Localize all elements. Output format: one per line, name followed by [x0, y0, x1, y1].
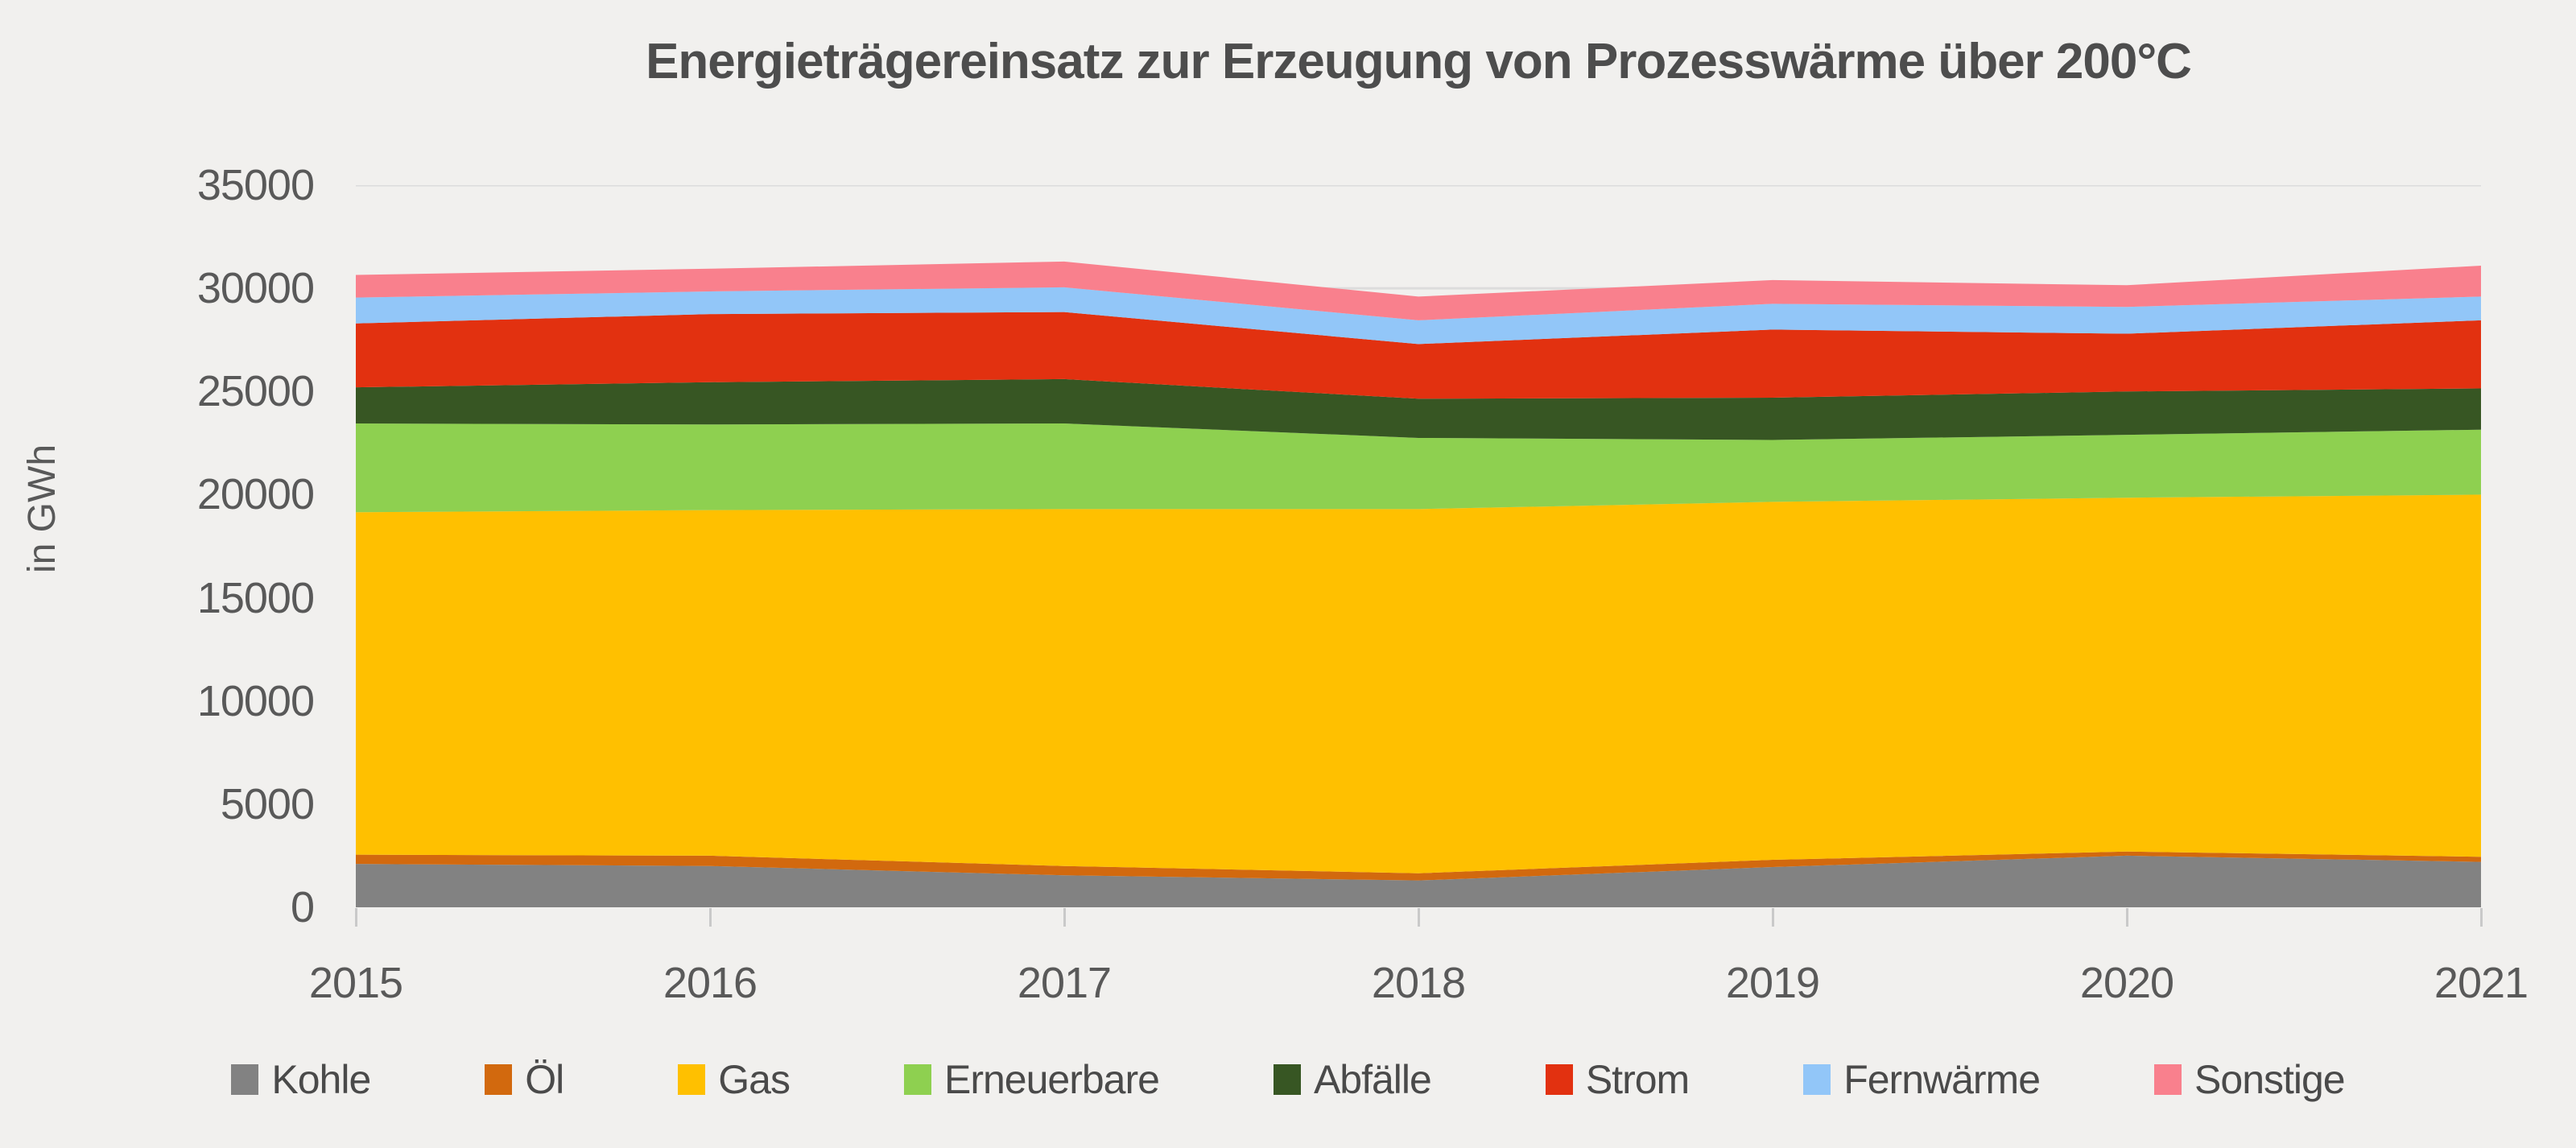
legend-label-kohle: Kohle	[271, 1057, 371, 1102]
y-tick-label-10000: 10000	[196, 676, 315, 725]
legend-swatch-öl	[485, 1064, 513, 1095]
legend-label-öl: Öl	[525, 1057, 564, 1102]
area-band-öl	[356, 851, 2481, 881]
x-tick-mark-2018	[1418, 908, 1420, 927]
area-band-sonstige	[356, 261, 2481, 320]
legend-item-erneuerbare: Erneuerbare	[903, 1057, 1160, 1102]
legend-swatch-sonstige	[2154, 1064, 2182, 1095]
x-tick-mark-2016	[709, 908, 712, 927]
y-tick-label-20000: 20000	[196, 470, 315, 519]
y-tick-label-15000: 15000	[196, 573, 315, 622]
area-band-abfälle	[356, 378, 2481, 440]
x-tick-mark-2015	[355, 908, 357, 927]
legend-label-strom: Strom	[1585, 1057, 1690, 1102]
legend-swatch-fernwärme	[1803, 1064, 1831, 1095]
x-tick-mark-2017	[1063, 908, 1066, 927]
legend-item-strom: Strom	[1545, 1057, 1690, 1102]
legend-item-gas: Gas	[678, 1057, 791, 1102]
y-tick-label-5000: 5000	[220, 779, 315, 828]
x-tick-label-2016: 2016	[663, 959, 758, 1007]
legend-label-erneuerbare: Erneuerbare	[943, 1057, 1160, 1102]
area-band-kohle	[356, 855, 2481, 907]
y-tick-label-0: 0	[290, 883, 315, 931]
y-axis-title: in GWh	[21, 444, 64, 574]
x-tick-label-2015: 2015	[308, 959, 403, 1007]
y-tick-label-30000: 30000	[196, 264, 315, 313]
area-band-erneuerbare	[356, 423, 2481, 513]
area-band-strom	[356, 312, 2481, 399]
x-tick-mark-2020	[2126, 908, 2128, 927]
legend-swatch-abfälle	[1273, 1064, 1301, 1095]
legend-label-abfälle: Abfälle	[1313, 1057, 1432, 1102]
legend-swatch-gas	[678, 1064, 706, 1095]
y-tick-label-35000: 35000	[196, 161, 315, 209]
chart-title: Energieträgereinsatz zur Erzeugung von P…	[646, 34, 2192, 89]
legend-label-fernwärme: Fernwärme	[1843, 1057, 2041, 1102]
legend-item-abfälle: Abfälle	[1273, 1057, 1432, 1102]
x-tick-label-2021: 2021	[2434, 959, 2529, 1007]
x-tick-label-2020: 2020	[2079, 959, 2174, 1007]
legend-item-kohle: Kohle	[231, 1057, 371, 1102]
x-tick-mark-2019	[1772, 908, 1774, 927]
y-tick-label-25000: 25000	[196, 367, 315, 416]
x-tick-mark-2021	[2480, 908, 2483, 927]
legend-item-sonstige: Sonstige	[2154, 1057, 2346, 1102]
chart-legend: Kohle Öl Gas Erneuerbare Abfälle Strom Fernwär…	[0, 1057, 2576, 1102]
x-tick-label-2019: 2019	[1725, 959, 1820, 1007]
stacked-area-plot	[356, 185, 2481, 907]
area-band-gas	[356, 494, 2481, 873]
legend-item-fernwärme: Fernwärme	[1803, 1057, 2041, 1102]
x-tick-label-2017: 2017	[1017, 959, 1112, 1007]
legend-swatch-strom	[1545, 1064, 1573, 1095]
x-tick-label-2018: 2018	[1371, 959, 1466, 1007]
legend-label-sonstige: Sonstige	[2194, 1057, 2346, 1102]
legend-swatch-kohle	[231, 1064, 259, 1095]
legend-label-gas: Gas	[718, 1057, 791, 1102]
area-band-fernwärme	[356, 287, 2481, 345]
legend-swatch-erneuerbare	[903, 1064, 931, 1095]
legend-item-öl: Öl	[485, 1057, 564, 1102]
